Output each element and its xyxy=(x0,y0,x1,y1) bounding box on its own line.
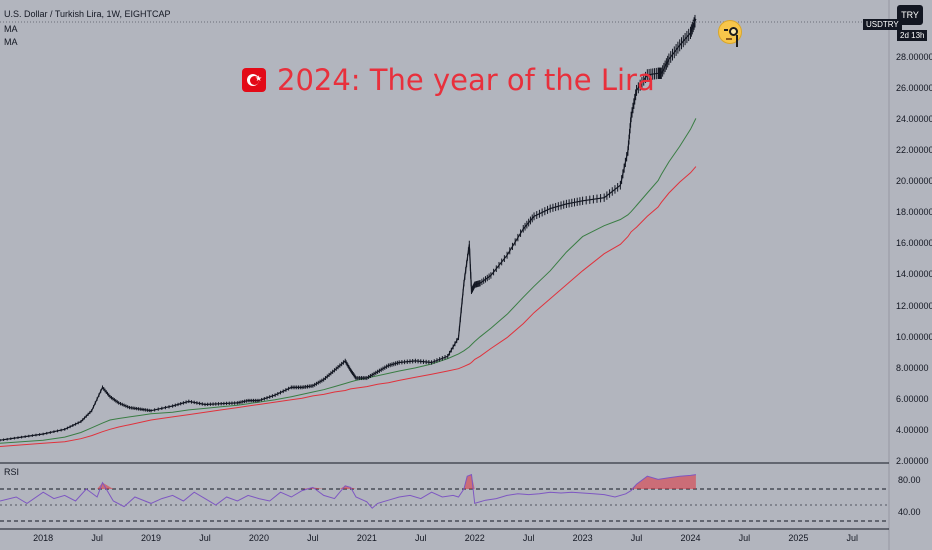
x-tick-label: 2018 xyxy=(33,533,54,543)
x-tick-label: Jul xyxy=(199,533,211,543)
y-tick-label: 18.00000 xyxy=(896,207,932,218)
axes xyxy=(0,0,890,550)
x-tick-label: 2024 xyxy=(680,533,701,543)
ma-fast-line xyxy=(0,118,697,444)
currency-button[interactable]: TRY xyxy=(897,5,923,25)
x-tick-label: Jul xyxy=(307,533,319,543)
face-with-monocle-icon xyxy=(718,20,742,47)
x-tick-label: 2019 xyxy=(141,533,162,543)
x-tick-label: Jul xyxy=(522,533,535,543)
y-tick-label: 24.00000 xyxy=(896,113,932,124)
x-tick-label: 2021 xyxy=(356,533,377,543)
x-tick-label: 2022 xyxy=(464,533,485,543)
x-tick-label: Jul xyxy=(846,533,859,543)
y-tick-label: 26.00000 xyxy=(896,82,932,93)
y-tick-label: 22.00000 xyxy=(896,145,932,156)
ma-legend-1[interactable]: MA xyxy=(4,24,18,34)
rsi-tick-label: 80.00 xyxy=(898,475,921,485)
y-tick-label: 10.00000 xyxy=(896,331,932,342)
rsi-line xyxy=(0,473,696,509)
countdown-tag: 2d 13h xyxy=(897,30,928,41)
y-tick-label: 4.00000 xyxy=(896,424,929,435)
turkey-flag-icon: ★ xyxy=(242,68,266,92)
x-tick-label: Jul xyxy=(630,533,643,543)
annotation-text: 2024: The year of the Lira xyxy=(277,63,655,97)
ma-slow-line xyxy=(0,166,697,447)
y-tick-label: 6.00000 xyxy=(896,393,929,404)
symbol-price-tag: USDTRY xyxy=(863,19,902,30)
x-tick-label: 2023 xyxy=(572,533,593,543)
rsi-tick-label: 40.00 xyxy=(898,507,921,517)
y-tick-label: 16.00000 xyxy=(896,238,932,249)
ma-legend-2[interactable]: MA xyxy=(4,37,18,47)
rsi-title: RSI xyxy=(4,467,20,477)
rsi-plot[interactable] xyxy=(0,473,889,522)
x-tick-label: Jul xyxy=(91,533,103,543)
x-tick-label: Jul xyxy=(738,533,751,543)
x-tick-label: Jul xyxy=(414,533,427,543)
x-tick-label: 2020 xyxy=(248,533,269,543)
price-plot[interactable] xyxy=(0,14,697,447)
y-tick-label: 8.00000 xyxy=(896,362,929,373)
x-tick-label: 2025 xyxy=(788,533,809,543)
y-tick-label: 28.00000 xyxy=(896,51,932,62)
y-tick-label: 12.00000 xyxy=(896,300,932,311)
y-tick-label: 2.00000 xyxy=(896,456,929,466)
y-tick-label: 14.00000 xyxy=(896,269,932,280)
annotation: ★ 2024: The year of the Lira xyxy=(242,63,655,97)
y-tick-label: 20.00000 xyxy=(896,176,932,187)
symbol-title: U.S. Dollar / Turkish Lira, 1W, EIGHTCAP xyxy=(4,9,171,19)
